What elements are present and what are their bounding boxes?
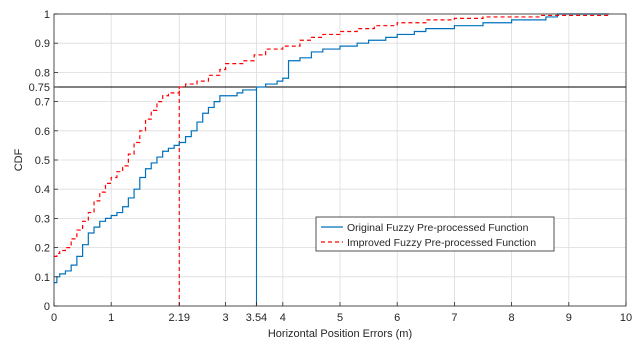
legend-box — [315, 216, 555, 252]
y-tick-label: 0.8 — [35, 67, 50, 79]
x-tick-label: 1 — [108, 312, 114, 324]
x-tick-label: 7 — [451, 312, 457, 324]
legend-entry-label: Improved Fuzzy Pre-processed Function — [347, 237, 536, 249]
y-tick-label: 0.9 — [35, 38, 50, 50]
y-axis-label: CDF — [13, 148, 25, 171]
y-tick-label: 0.6 — [35, 126, 50, 138]
legend-entry-label: Original Fuzzy Pre-processed Function — [347, 222, 529, 234]
x-tick-label: 6 — [394, 312, 400, 324]
x-tick-label: 9 — [566, 312, 572, 324]
series-line-1 — [54, 14, 609, 257]
x-tick-label: 5 — [337, 312, 343, 324]
x-tick-label: 3.54 — [246, 312, 267, 324]
y-tick-label: 0.2 — [35, 243, 50, 255]
y-tick-label: 0.3 — [35, 213, 50, 225]
y-tick-label: 0.75 — [29, 82, 50, 94]
x-tick-label: 3 — [223, 312, 229, 324]
reference-lines — [54, 86, 626, 306]
y-tick-label: 0.7 — [35, 97, 50, 109]
x-tick-label: 8 — [509, 312, 515, 324]
series-line-0 — [54, 13, 609, 284]
x-tick-label: 4 — [280, 312, 286, 324]
legend: Original Fuzzy Pre-processed Function Imp… — [315, 216, 555, 252]
x-axis-label: Horizontal Position Errors (m) — [268, 328, 412, 340]
y-tick-label: 0 — [44, 301, 50, 313]
series-lines — [54, 13, 609, 284]
x-tick-label: 0 — [51, 312, 57, 324]
x-tick-label: 10 — [620, 312, 632, 324]
axis-ticks: 0 1 2.19 3 3.54 4 5 6 7 8 9 10 0 0.1 0.2 0.3 0.4 0.5 0.6 0.… — [29, 9, 633, 324]
y-tick-label: 0.4 — [35, 184, 50, 196]
y-tick-label: 1 — [44, 9, 50, 21]
x-tick-label: 2.19 — [169, 312, 190, 324]
grid-lines — [53, 13, 627, 307]
y-tick-label: 0.5 — [35, 155, 50, 167]
y-tick-label: 0.1 — [35, 272, 50, 284]
